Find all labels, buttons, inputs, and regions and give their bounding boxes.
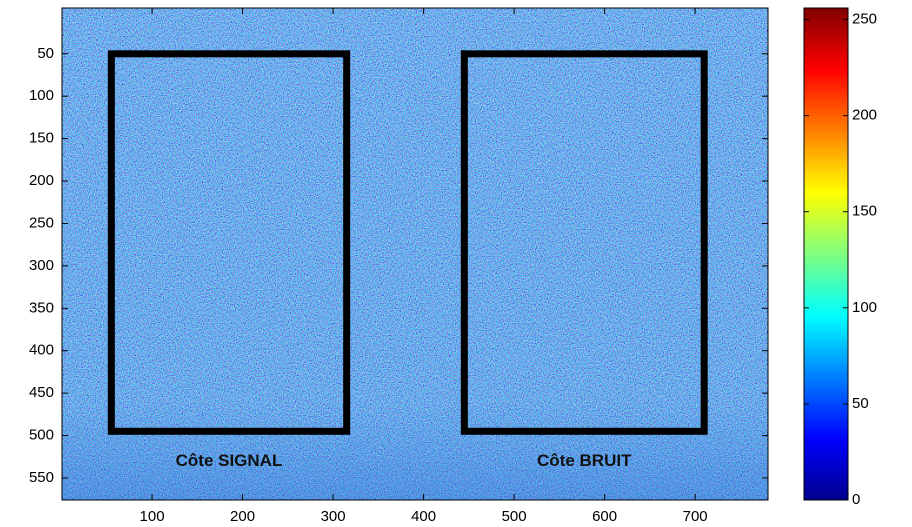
x-tick-label: 500	[502, 508, 527, 525]
y-tick-label: 500	[29, 426, 54, 443]
y-tick-label: 450	[29, 384, 54, 401]
x-tick-label: 700	[683, 508, 708, 525]
axes-frame	[61, 7, 769, 501]
colorbar-tick-label: 200	[852, 107, 877, 124]
region-box	[460, 50, 708, 435]
y-tick-label: 100	[29, 87, 54, 104]
image-shade	[62, 8, 768, 500]
y-tick-label: 400	[29, 342, 54, 359]
x-tick-label: 600	[592, 508, 617, 525]
colorbar-tick-label: 250	[852, 11, 877, 28]
x-tick-label: 400	[411, 508, 436, 525]
region-label: Côte BRUIT	[537, 451, 632, 470]
y-tick-label: 200	[29, 172, 54, 189]
y-tick-label: 50	[37, 45, 54, 62]
x-tick-label: 200	[230, 508, 255, 525]
colorbar	[803, 7, 849, 501]
colorbar-tick-label: 0	[852, 491, 860, 508]
colorbar-tick-label: 100	[852, 299, 877, 316]
y-tick-label: 350	[29, 299, 54, 316]
x-tick-label: 300	[321, 508, 346, 525]
colorbar-tick-label: 50	[852, 395, 869, 412]
region-label: Côte SIGNAL	[176, 451, 283, 470]
y-tick-label: 250	[29, 214, 54, 231]
region-box	[107, 50, 351, 435]
x-tick-label: 100	[140, 508, 165, 525]
colorbar-tick-label: 150	[852, 203, 877, 220]
y-tick-label: 150	[29, 130, 54, 147]
y-tick-label: 300	[29, 257, 54, 274]
y-tick-label: 550	[29, 469, 54, 486]
